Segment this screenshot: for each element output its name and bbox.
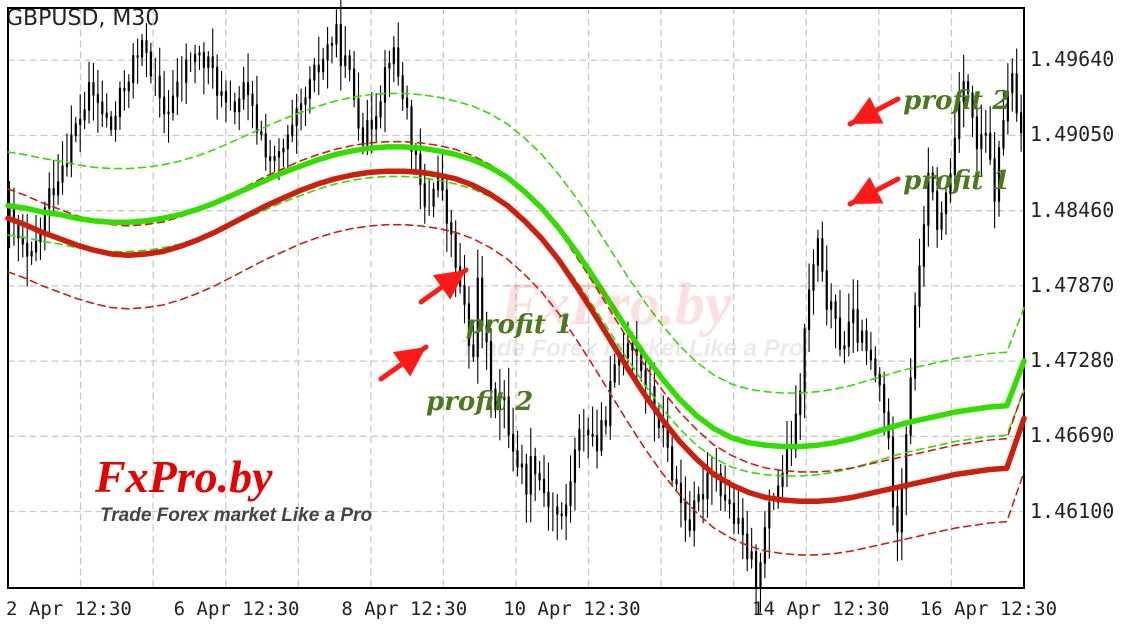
fxpro-logo-subtext: Trade Forex market Like a Pro: [100, 505, 372, 527]
y-axis-tick-0: 1.46100: [1030, 499, 1114, 523]
profit-arrow-0: [838, 94, 908, 144]
y-axis-tick-3: 1.47870: [1030, 273, 1114, 297]
x-axis-tick-2: 8 Apr 12:30: [341, 598, 467, 620]
fxpro-logo-text: FxPro.by: [95, 450, 273, 503]
chart-root: GBPUSD, M30 1.46100 1.46690 1.47280 1.47870…: [0, 0, 1136, 640]
fxpro-watermark-subtext: Trade Forex market Like a Pro: [460, 335, 804, 363]
x-axis-tick-4: 14 Apr 12:30: [752, 598, 889, 620]
y-axis-tick-2: 1.47280: [1030, 348, 1114, 372]
profit-annotation-1: profit 1: [903, 166, 1010, 196]
y-axis-tick-4: 1.48460: [1030, 198, 1114, 222]
y-axis-tick-5: 1.49050: [1030, 122, 1114, 146]
profit-annotation-3: profit 2: [426, 387, 533, 417]
y-axis-tick-6: 1.49640: [1030, 47, 1114, 71]
profit-arrow-1: [838, 174, 908, 224]
profit-arrow-3: [371, 339, 441, 389]
x-axis-tick-3: 10 Apr 12:30: [503, 598, 640, 620]
profit-annotation-0: profit 2: [903, 86, 1010, 116]
x-axis-tick-5: 16 Apr 12:30: [920, 598, 1057, 620]
y-axis-tick-1: 1.46690: [1030, 423, 1114, 447]
x-axis-tick-1: 6 Apr 12:30: [174, 598, 300, 620]
fxpro-watermark: FxPro.by: [500, 270, 732, 339]
profit-arrow-2: [411, 262, 481, 312]
x-axis-tick-0: 2 Apr 12:30: [6, 598, 132, 620]
